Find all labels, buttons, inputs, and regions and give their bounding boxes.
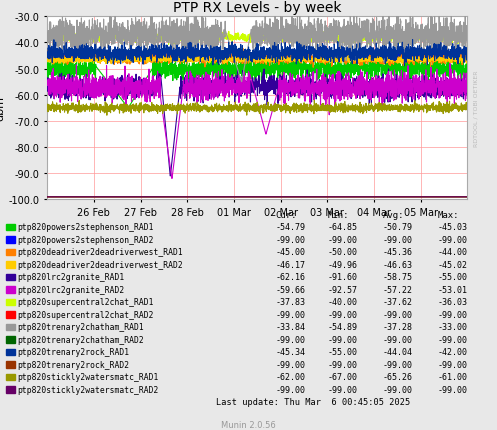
- Text: -99.00: -99.00: [328, 236, 358, 244]
- Text: -99.00: -99.00: [276, 360, 306, 369]
- Text: ptp820powers2stephenson_RAD1: ptp820powers2stephenson_RAD1: [17, 223, 154, 232]
- Text: Max:: Max:: [437, 211, 459, 219]
- Text: Avg:: Avg:: [383, 211, 404, 219]
- Text: Min:: Min:: [328, 211, 349, 219]
- Text: ptp820trenary2chatham_RAD1: ptp820trenary2chatham_RAD1: [17, 323, 144, 332]
- Text: Munin 2.0.56: Munin 2.0.56: [221, 420, 276, 429]
- Text: -99.00: -99.00: [437, 335, 467, 344]
- Text: -33.84: -33.84: [276, 323, 306, 332]
- Text: -99.00: -99.00: [276, 236, 306, 244]
- Text: ptp820trenary2rock_RAD1: ptp820trenary2rock_RAD1: [17, 348, 130, 356]
- Text: -55.00: -55.00: [437, 273, 467, 282]
- Text: Last update: Thu Mar  6 00:45:05 2025: Last update: Thu Mar 6 00:45:05 2025: [216, 398, 411, 406]
- Text: -45.36: -45.36: [383, 248, 413, 257]
- Text: -53.01: -53.01: [437, 286, 467, 294]
- Text: -44.00: -44.00: [437, 248, 467, 257]
- Text: -99.00: -99.00: [383, 360, 413, 369]
- Text: -99.00: -99.00: [383, 385, 413, 394]
- Text: -36.03: -36.03: [437, 298, 467, 307]
- Text: Cur:: Cur:: [276, 211, 297, 219]
- Text: -99.00: -99.00: [437, 310, 467, 319]
- Text: -54.79: -54.79: [276, 223, 306, 232]
- Title: PTP RX Levels - by week: PTP RX Levels - by week: [173, 1, 341, 15]
- Text: ptp820trenary2chatham_RAD2: ptp820trenary2chatham_RAD2: [17, 335, 144, 344]
- Text: -54.89: -54.89: [328, 323, 358, 332]
- Text: -99.00: -99.00: [437, 236, 467, 244]
- Text: -61.00: -61.00: [437, 373, 467, 381]
- Text: -62.16: -62.16: [276, 273, 306, 282]
- Text: -55.00: -55.00: [328, 348, 358, 356]
- Text: -58.75: -58.75: [383, 273, 413, 282]
- Text: -57.22: -57.22: [383, 286, 413, 294]
- Text: RDTOOL / TOBI OETIKER: RDTOOL / TOBI OETIKER: [473, 71, 478, 147]
- Text: ptp820lrc2granite_RAD1: ptp820lrc2granite_RAD1: [17, 273, 125, 282]
- Text: -99.00: -99.00: [328, 310, 358, 319]
- Text: -92.57: -92.57: [328, 286, 358, 294]
- Text: ptp820deadriver2deadriverwest_RAD1: ptp820deadriver2deadriverwest_RAD1: [17, 248, 183, 257]
- Text: -46.63: -46.63: [383, 261, 413, 269]
- Text: -37.62: -37.62: [383, 298, 413, 307]
- Text: -99.00: -99.00: [437, 385, 467, 394]
- Text: ptp820deadriver2deadriverwest_RAD2: ptp820deadriver2deadriverwest_RAD2: [17, 261, 183, 269]
- Text: -67.00: -67.00: [328, 373, 358, 381]
- Text: -99.00: -99.00: [383, 236, 413, 244]
- Text: -33.00: -33.00: [437, 323, 467, 332]
- Text: -99.00: -99.00: [328, 360, 358, 369]
- Text: -99.00: -99.00: [383, 335, 413, 344]
- Text: -45.34: -45.34: [276, 348, 306, 356]
- Text: -46.17: -46.17: [276, 261, 306, 269]
- Text: -45.00: -45.00: [276, 248, 306, 257]
- Text: -50.79: -50.79: [383, 223, 413, 232]
- Text: -62.00: -62.00: [276, 373, 306, 381]
- Text: -50.00: -50.00: [328, 248, 358, 257]
- Text: ptp820supercentral2chat_RAD2: ptp820supercentral2chat_RAD2: [17, 310, 154, 319]
- Text: -49.96: -49.96: [328, 261, 358, 269]
- Text: -99.00: -99.00: [328, 335, 358, 344]
- Y-axis label: dbm: dbm: [0, 96, 6, 121]
- Text: -65.26: -65.26: [383, 373, 413, 381]
- Text: -99.00: -99.00: [328, 385, 358, 394]
- Text: -64.85: -64.85: [328, 223, 358, 232]
- Text: -45.03: -45.03: [437, 223, 467, 232]
- Text: -44.04: -44.04: [383, 348, 413, 356]
- Text: -99.00: -99.00: [276, 310, 306, 319]
- Text: ptp820stickly2watersmatc_RAD1: ptp820stickly2watersmatc_RAD1: [17, 373, 159, 381]
- Text: -91.60: -91.60: [328, 273, 358, 282]
- Text: -99.00: -99.00: [276, 335, 306, 344]
- Text: -40.00: -40.00: [328, 298, 358, 307]
- Text: ptp820stickly2watersmatc_RAD2: ptp820stickly2watersmatc_RAD2: [17, 385, 159, 394]
- Text: -99.00: -99.00: [383, 310, 413, 319]
- Text: ptp820supercentral2chat_RAD1: ptp820supercentral2chat_RAD1: [17, 298, 154, 307]
- Text: ptp820trenary2rock_RAD2: ptp820trenary2rock_RAD2: [17, 360, 130, 369]
- Text: -59.66: -59.66: [276, 286, 306, 294]
- Text: -99.00: -99.00: [276, 385, 306, 394]
- Text: ptp820lrc2granite_RAD2: ptp820lrc2granite_RAD2: [17, 286, 125, 294]
- Text: -45.02: -45.02: [437, 261, 467, 269]
- Text: -99.00: -99.00: [437, 360, 467, 369]
- Text: -37.83: -37.83: [276, 298, 306, 307]
- Text: -42.00: -42.00: [437, 348, 467, 356]
- Text: -37.28: -37.28: [383, 323, 413, 332]
- Text: ptp820powers2stephenson_RAD2: ptp820powers2stephenson_RAD2: [17, 236, 154, 244]
